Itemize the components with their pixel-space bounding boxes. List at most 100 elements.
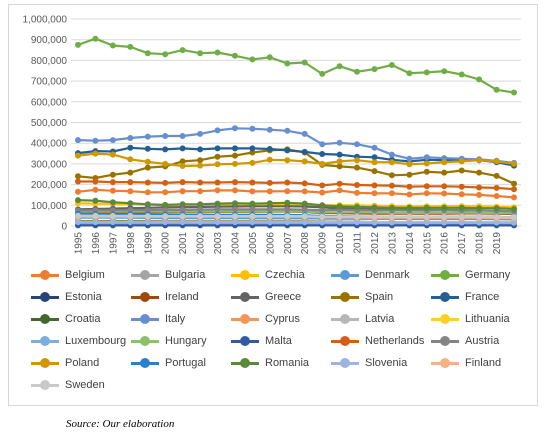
y-tick-label: 0 (61, 222, 67, 233)
data-point-italy (162, 133, 169, 139)
data-point-netherlands (92, 178, 99, 185)
data-point-spain (109, 171, 116, 178)
y-tick-label: 200,000 (31, 180, 68, 191)
data-point-germany (476, 76, 483, 83)
data-point-italy (354, 141, 360, 148)
data-point-slovenia (371, 219, 378, 226)
x-tick-label: 2009 (318, 232, 329, 255)
data-point-belgium (406, 191, 413, 198)
legend-label: Romania (265, 357, 310, 369)
data-point-sweden (179, 213, 186, 220)
legend-label: Poland (65, 357, 100, 369)
data-point-italy (197, 130, 204, 137)
legend-item-austria: Austria (431, 333, 531, 349)
x-tick-label: 2017 (457, 232, 468, 255)
data-point-belgium (301, 188, 308, 195)
data-point-italy (441, 155, 448, 162)
legend-swatch (131, 268, 159, 282)
data-point-sweden (476, 213, 483, 220)
legend-item-belgium: Belgium (31, 267, 131, 283)
data-point-sweden (162, 213, 169, 220)
data-point-belgium (75, 188, 81, 195)
data-point-sweden (92, 212, 99, 219)
legend-swatch (331, 334, 359, 348)
legend-swatch (31, 356, 59, 370)
series-line-netherlands (78, 180, 515, 191)
data-point-sweden (214, 213, 221, 220)
x-tick-label: 2014 (405, 232, 416, 255)
data-point-italy (75, 137, 81, 144)
data-point-romania (179, 201, 186, 208)
data-point-france (284, 147, 291, 154)
data-point-france (319, 151, 326, 157)
data-point-sweden (336, 213, 343, 220)
data-point-netherlands (197, 179, 204, 186)
data-point-poland (388, 159, 395, 166)
data-point-sweden (266, 213, 273, 220)
series-line-sweden (78, 214, 515, 219)
data-point-spain (371, 168, 378, 175)
legend-swatch (331, 290, 359, 304)
legend-label: Malta (265, 335, 292, 347)
data-point-sweden (301, 213, 308, 220)
data-point-germany (179, 47, 186, 54)
data-point-austria (232, 206, 238, 213)
data-point-poland (441, 159, 448, 166)
data-point-belgium (319, 189, 326, 196)
legend-label: Cyprus (265, 313, 300, 325)
series-line-germany (77, 37, 515, 94)
legend-label: Denmark (365, 269, 410, 281)
data-point-sweden (284, 213, 291, 220)
data-point-slovenia (458, 219, 465, 226)
data-point-germany (144, 50, 151, 57)
data-point-italy (388, 151, 395, 158)
data-point-belgium (336, 187, 343, 194)
data-point-netherlands (75, 178, 81, 185)
data-point-sweden (441, 213, 448, 220)
legend-item-latvia: Latvia (331, 311, 431, 327)
legend-swatch (431, 312, 459, 326)
data-point-romania (127, 200, 134, 207)
data-point-france (179, 145, 186, 152)
data-point-austria (301, 206, 308, 213)
y-tick-label: 600,000 (31, 97, 68, 108)
data-point-netherlands (109, 179, 116, 186)
data-point-germany (493, 86, 500, 93)
data-point-sweden (127, 212, 134, 219)
legend-item-czechia: Czechia (231, 267, 331, 283)
legend-item-germany: Germany (431, 267, 531, 283)
x-tick-label: 2001 (178, 232, 189, 255)
data-point-germany (197, 50, 204, 57)
data-point-sweden (109, 212, 116, 219)
data-point-netherlands (214, 179, 221, 186)
legend-swatch (431, 290, 459, 304)
legend-label: Czechia (265, 269, 305, 281)
data-point-poland (109, 151, 116, 158)
data-point-spain (493, 172, 500, 179)
data-point-sweden (75, 212, 81, 219)
data-point-italy (144, 133, 151, 140)
data-point-netherlands (127, 179, 134, 186)
legend-swatch (431, 268, 459, 282)
data-point-netherlands (423, 183, 430, 190)
legend-item-portugal: Portugal (131, 355, 231, 371)
data-point-spain (406, 171, 413, 178)
data-point-belgium (249, 188, 256, 195)
data-point-poland (162, 160, 169, 167)
data-point-romania (266, 200, 273, 207)
legend-item-malta: Malta (231, 333, 331, 349)
data-point-poland (493, 158, 500, 165)
data-point-slovenia (266, 219, 273, 226)
legend-swatch (231, 312, 259, 326)
data-point-poland (266, 156, 273, 163)
data-point-poland (511, 160, 517, 167)
legend-item-ireland: Ireland (131, 289, 231, 305)
data-point-netherlands (319, 182, 326, 189)
data-point-slovenia (144, 219, 151, 226)
data-point-poland (319, 160, 326, 167)
x-tick-label: 2019 (492, 232, 503, 255)
data-point-slovenia (476, 219, 483, 226)
data-point-spain (249, 149, 256, 156)
x-tick-label: 1995 (74, 232, 85, 255)
data-point-poland (284, 157, 291, 164)
